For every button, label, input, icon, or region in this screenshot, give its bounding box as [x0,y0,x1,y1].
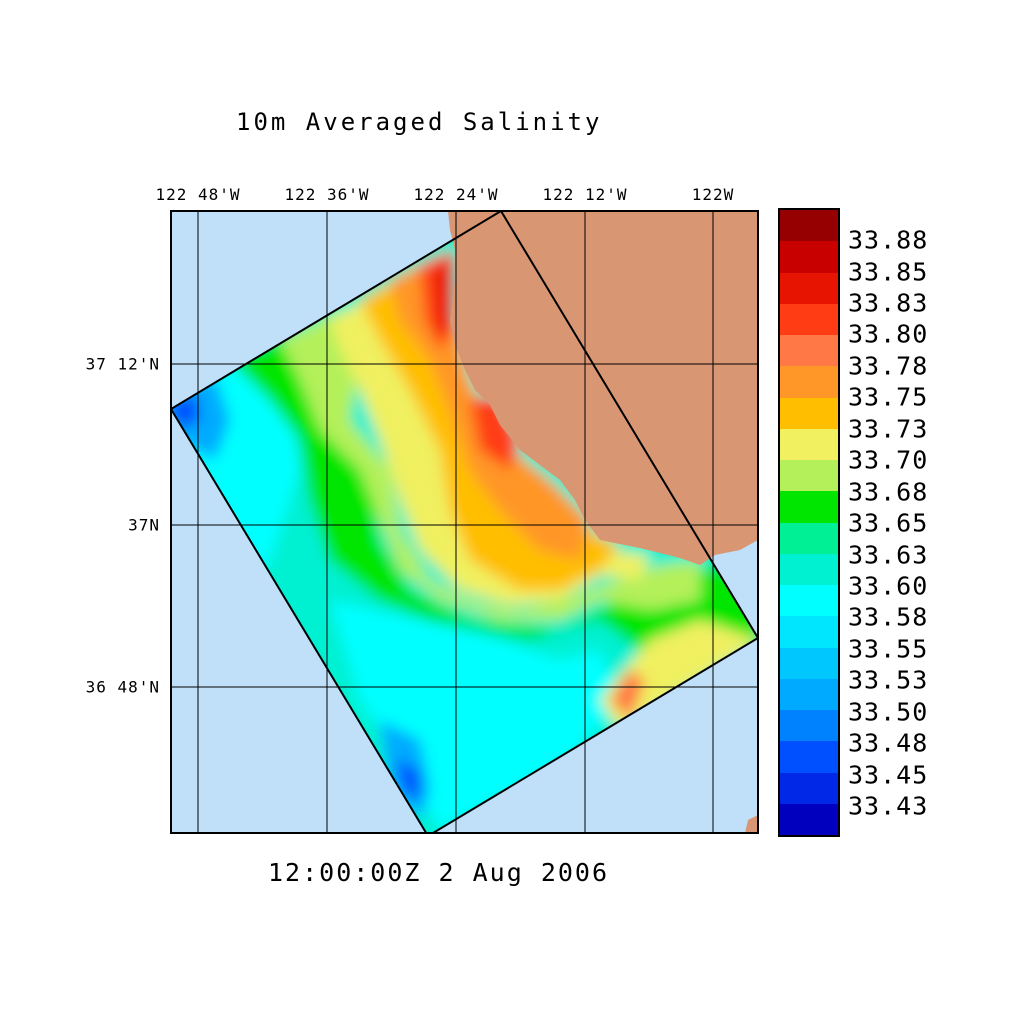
colorbar-swatch [780,272,838,304]
colorbar-swatch [780,553,838,585]
colorbar-label: 33.65 [848,508,929,538]
land-mass [448,211,758,565]
salinity-south-deep [395,760,420,800]
colorbar-swatch [780,428,838,460]
colorbar-label: 33.73 [848,414,929,444]
colorbar-swatch [780,303,838,335]
colorbar-label: 33.85 [848,257,929,287]
salinity-coast-red-core [435,260,455,335]
colorbar-label: 33.50 [848,697,929,727]
colorbar-swatch [780,366,838,398]
colorbar-swatch [780,803,838,835]
colorbar-swatch [780,772,838,804]
colorbar-swatch [780,710,838,742]
colorbar-label: 33.48 [848,728,929,758]
colorbar-label: 33.43 [848,791,929,821]
colorbar-label: 33.75 [848,382,929,412]
colorbar-label: 33.80 [848,319,929,349]
land-islet [745,815,758,833]
colorbar-label: 33.58 [848,602,929,632]
colorbar-swatch [780,741,838,773]
colorbar-swatch [780,491,838,523]
salinity-light-green [280,310,700,620]
colorbar-swatch [780,647,838,679]
salinity-se-orange [610,670,645,720]
colorbar-label: 33.60 [848,571,929,601]
salinity-se-yellow [600,620,758,730]
graticule [171,211,758,833]
colorbar-label: 33.78 [848,351,929,381]
colorbar-swatch [780,241,838,273]
latitude-label: 36 48'N [85,677,160,697]
salinity-green-band [230,330,758,650]
colorbar-label: 33.68 [848,477,929,507]
colorbar-label: 33.63 [848,540,929,570]
colorbar-swatch [780,522,838,554]
colorbar-swatch [780,397,838,429]
colorbar-swatch [780,585,838,617]
latitude-label: 37 12'N [85,354,160,374]
longitude-label: 122 24'W [413,185,499,204]
colorbar-label: 33.70 [848,445,929,475]
longitude-label: 122W [691,185,735,204]
longitude-label: 122 12'W [542,185,628,204]
colorbar-swatch [780,460,838,492]
longitude-label: 122 48'W [155,185,241,204]
colorbar-swatch [780,616,838,648]
timestamp: 12:00:00Z 2 Aug 2006 [268,858,610,887]
colorbar-swatch [780,335,838,367]
colorbar-label: 33.45 [848,760,929,790]
colorbar [778,208,840,837]
map-frame [170,210,759,834]
model-domain-outline [171,211,758,833]
longitude-label: 122 36'W [284,185,370,204]
latitude-label: 37N [128,515,160,535]
colorbar-swatch [780,678,838,710]
colorbar-label: 33.53 [848,665,929,695]
colorbar-swatch [780,210,838,242]
colorbar-label: 33.83 [848,288,929,318]
colorbar-label: 33.88 [848,225,929,255]
colorbar-label: 33.55 [848,634,929,664]
chart-title: 10m Averaged Salinity [236,108,603,136]
